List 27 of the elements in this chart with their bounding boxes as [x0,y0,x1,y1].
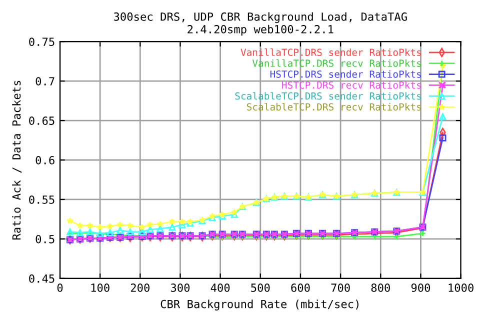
x-tick-label: 700 [331,284,350,292]
y-tick-label: 0.55 [29,195,54,204]
x-tick-label: 0 [57,284,63,292]
y-tick-label: 0.6 [36,156,54,164]
y-tick-label: 0.7 [36,77,54,86]
x-tick-label: 300 [170,284,190,292]
x-axis-title: CBR Background Rate (mbit/sec) [160,300,358,310]
y-tick-label: 0.5 [36,234,54,244]
x-tick-label: 1000 [448,284,474,292]
y-tick-label: 0.65 [29,116,54,125]
y-tick-label: 0.45 [29,274,54,283]
legend-label: VanillaTCP.DRS recv RatioPkts [252,59,421,67]
x-tick-label: 600 [291,284,310,292]
legend-label: ScalableTCP.DRS sender RatioPkts [235,92,421,100]
x-tick-label: 800 [371,284,390,292]
chart-title: 300sec DRS, UDP CBR Background Load, DataTAG 2.4.20smp web100-2.2.1 [114,12,407,36]
legend-label: VanillaTCP.DRS sender RatioPkts [240,48,421,56]
x-tick-label: 200 [130,284,150,292]
x-tick-label: 500 [251,284,270,292]
y-axis-title: Ratio Ack / Data Packets [12,80,22,240]
legend-label: HSTCP.DRS recv RatioPkts [282,81,421,89]
x-tick-label: 400 [210,284,230,292]
legend-label: HSTCP.DRS sender RatioPkts [270,70,421,78]
legend-label: ScalableTCP.DRS recv RatioPkts [246,103,421,111]
y-tick-label: 0.75 [29,38,54,46]
x-tick-label: 100 [91,284,110,292]
x-tick-label: 900 [411,284,430,292]
